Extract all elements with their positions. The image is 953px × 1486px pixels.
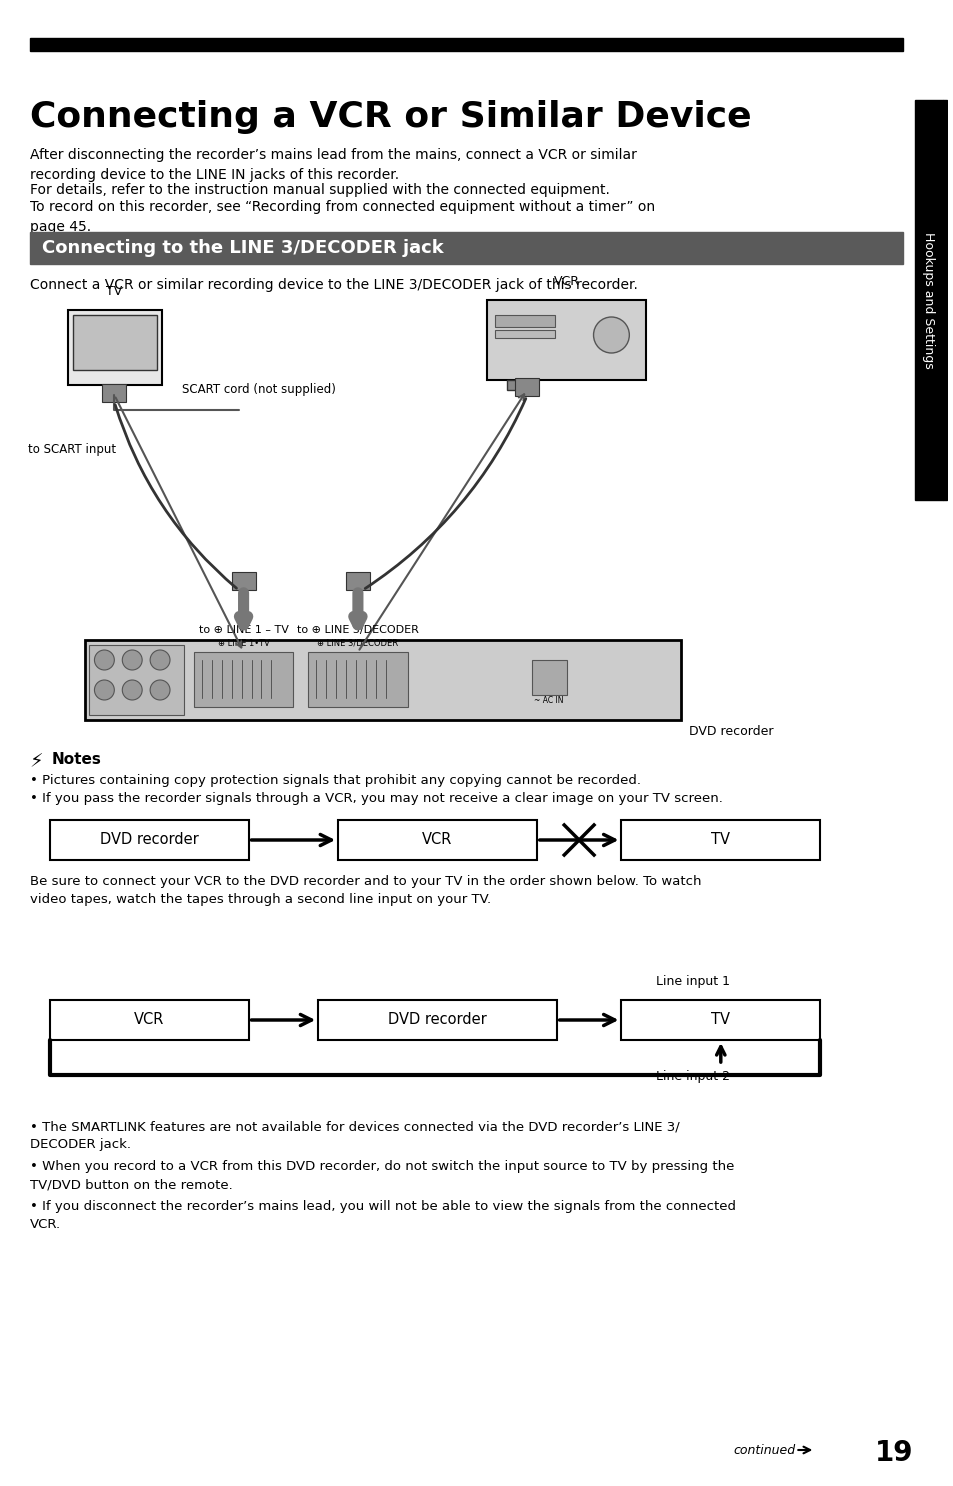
Bar [495,330,555,337]
Bar [105,385,123,395]
Text: ⚡: ⚡ [30,752,44,771]
Text: Line input 1: Line input 1 [656,975,729,988]
Text: To record on this recorder, see “Recording from connected equipment without a ti: To record on this recorder, see “Recordi… [30,201,655,233]
Text: • Pictures containing copy protection signals that prohibit any copying cannot b: • Pictures containing copy protection si… [30,774,640,788]
Circle shape [150,649,170,670]
Bar [506,380,526,389]
Text: Line input 2: Line input 2 [656,1070,729,1083]
Text: VCR: VCR [133,1012,164,1027]
Text: continued: continued [733,1443,795,1456]
Text: ~ AC IN: ~ AC IN [534,695,563,704]
Text: TV: TV [106,285,122,299]
Bar [346,572,370,590]
Circle shape [593,317,629,354]
Text: Hookups and Settings: Hookups and Settings [922,232,934,369]
Text: • If you pass the recorder signals through a VCR, you may not receive a clear im: • If you pass the recorder signals throu… [30,792,722,805]
Bar [487,300,645,380]
Bar [90,645,184,715]
Text: • The SMARTLINK features are not available for devices connected via the DVD rec: • The SMARTLINK features are not availab… [30,1120,679,1152]
Bar [30,232,902,265]
Bar [495,315,555,327]
Circle shape [122,681,142,700]
Bar [30,39,902,51]
Text: TV: TV [711,832,730,847]
Text: Connecting to the LINE 3/DECODER jack: Connecting to the LINE 3/DECODER jack [42,239,443,257]
Bar [337,820,537,860]
Text: • When you record to a VCR from this DVD recorder, do not switch the input sourc: • When you record to a VCR from this DVD… [30,1161,734,1190]
Text: DVD recorder: DVD recorder [388,1012,486,1027]
Text: SCART cord (not supplied): SCART cord (not supplied) [181,383,335,397]
Text: TV: TV [711,1012,730,1027]
Text: VCR: VCR [553,275,579,288]
Bar [308,652,407,707]
Text: Connecting a VCR or Similar Device: Connecting a VCR or Similar Device [30,100,751,134]
Bar [72,315,157,370]
Bar [102,383,126,403]
Text: ⊕ LINE 3/DECODER: ⊕ LINE 3/DECODER [317,639,398,648]
Text: to ⊕ LINE 1 – TV: to ⊕ LINE 1 – TV [198,626,288,635]
Bar [515,377,538,395]
Circle shape [94,681,114,700]
Circle shape [150,681,170,700]
Text: DVD recorder: DVD recorder [100,832,198,847]
Bar [50,1000,249,1040]
Text: After disconnecting the recorder’s mains lead from the mains, connect a VCR or s: After disconnecting the recorder’s mains… [30,149,636,181]
Text: Notes: Notes [51,752,101,767]
Text: • If you disconnect the recorder’s mains lead, you will not be able to view the : • If you disconnect the recorder’s mains… [30,1201,735,1230]
Text: ⊕ LINE 1•TV: ⊕ LINE 1•TV [217,639,270,648]
Bar [620,820,820,860]
Circle shape [94,649,114,670]
Bar [193,652,293,707]
Bar [914,100,942,499]
Text: to SCART input: to SCART input [28,443,116,456]
Text: VCR: VCR [422,832,452,847]
Text: Be sure to connect your VCR to the DVD recorder and to your TV in the order show: Be sure to connect your VCR to the DVD r… [30,875,700,906]
Bar [232,572,255,590]
Text: Connect a VCR or similar recording device to the LINE 3/DECODER jack of this rec: Connect a VCR or similar recording devic… [30,278,637,293]
Bar [85,640,680,721]
Bar [942,100,946,499]
Bar [68,311,162,385]
Text: 19: 19 [874,1438,912,1467]
Bar [532,660,566,695]
Text: DVD recorder: DVD recorder [688,725,773,739]
Bar [620,1000,820,1040]
Bar [317,1000,557,1040]
Bar [50,820,249,860]
Circle shape [122,649,142,670]
Text: to ⊕ LINE 3/DECODER: to ⊕ LINE 3/DECODER [296,626,418,635]
Text: For details, refer to the instruction manual supplied with the connected equipme: For details, refer to the instruction ma… [30,183,609,198]
